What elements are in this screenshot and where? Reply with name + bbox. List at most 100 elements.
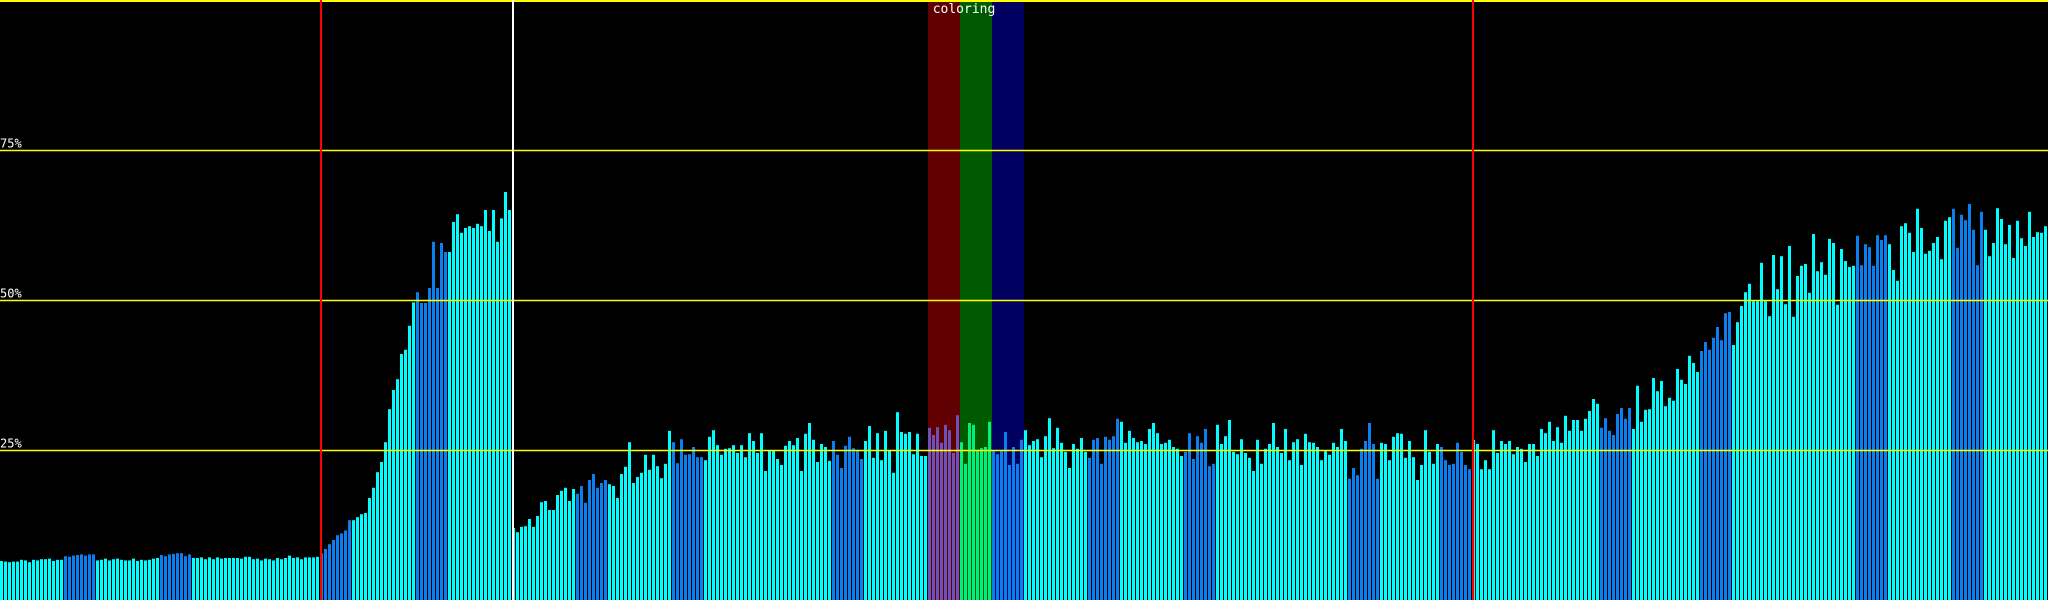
bar-320 (1280, 453, 1283, 600)
bar-463 (1852, 265, 1855, 600)
bar-177 (708, 436, 711, 600)
bar-509 (2036, 232, 2039, 600)
bar-216 (864, 441, 867, 600)
bar-480 (1920, 228, 1923, 600)
bar-396 (1584, 418, 1587, 600)
bar-250 (1000, 451, 1003, 600)
bar-105 (420, 303, 423, 600)
bar-75 (300, 559, 303, 600)
bar-326 (1304, 433, 1307, 600)
bar-164 (656, 466, 659, 600)
gridlines (0, 0, 2048, 452)
bar-256 (1024, 430, 1027, 600)
bar-493 (1972, 229, 1975, 600)
bar-198 (792, 445, 795, 600)
bar-68 (272, 560, 275, 600)
bar-364 (1456, 442, 1459, 600)
bar-111 (444, 252, 447, 600)
bar-309 (1236, 454, 1239, 600)
bar-390 (1560, 442, 1563, 600)
bar-142 (568, 501, 571, 600)
bar-283 (1132, 438, 1135, 600)
bar-148 (592, 474, 595, 600)
bar-446 (1784, 304, 1787, 600)
bar-472 (1888, 244, 1891, 600)
bar-277 (1108, 439, 1111, 600)
bar-417 (1668, 397, 1671, 600)
bar-276 (1104, 436, 1107, 600)
bar-295 (1180, 456, 1183, 600)
bar-286 (1144, 444, 1147, 600)
marker-lines (320, 0, 1474, 600)
bar-420 (1680, 379, 1683, 600)
bar-263 (1052, 448, 1055, 600)
bar-397 (1588, 411, 1591, 600)
bar-346 (1384, 444, 1387, 600)
bar-49 (196, 558, 199, 600)
bar-20 (80, 554, 83, 600)
bar-197 (788, 441, 791, 600)
bar-219 (876, 433, 879, 600)
bar-183 (732, 445, 735, 600)
bar-269 (1076, 448, 1079, 600)
bar-262 (1048, 418, 1051, 600)
bar-399 (1596, 403, 1599, 600)
bar-299 (1196, 436, 1199, 600)
bar-395 (1580, 430, 1583, 600)
bar-123 (492, 210, 495, 600)
bar-156 (624, 466, 627, 600)
bar-249 (996, 454, 999, 600)
bar-431 (1724, 313, 1727, 600)
bar-379 (1516, 447, 1519, 600)
bar-499 (1996, 208, 1999, 600)
bar-340 (1360, 448, 1363, 600)
bar-5 (20, 559, 23, 600)
bar-508 (2032, 237, 2035, 600)
bar-369 (1476, 444, 1479, 600)
bar-97 (388, 409, 391, 600)
bar-241 (964, 463, 967, 600)
bar-144 (576, 493, 579, 600)
bar-303 (1212, 463, 1215, 600)
bar-474 (1896, 280, 1899, 600)
bar-270 (1080, 438, 1083, 600)
bar-374 (1496, 453, 1499, 600)
bar-117 (468, 226, 471, 600)
bar-430 (1720, 340, 1723, 600)
bar-345 (1380, 442, 1383, 600)
bar-477 (1908, 232, 1911, 600)
bar-245 (980, 448, 983, 600)
bar-485 (1940, 259, 1943, 600)
bar-355 (1420, 465, 1423, 600)
bar-206 (824, 447, 827, 600)
bar-217 (868, 426, 871, 600)
bar-404 (1616, 414, 1619, 600)
bar-199 (796, 438, 799, 600)
y-tick-label-75: 75% (0, 137, 22, 151)
bar-362 (1448, 465, 1451, 600)
bar-350 (1400, 433, 1403, 600)
bar-469 (1876, 235, 1879, 600)
bar-94 (376, 472, 379, 600)
bar-3 (12, 561, 15, 600)
bar-351 (1404, 457, 1407, 600)
bar-81 (324, 549, 327, 600)
bar-193 (772, 450, 775, 600)
bar-378 (1512, 454, 1515, 600)
bar-79 (316, 556, 319, 600)
y-tick-label-50: 50% (0, 287, 22, 301)
bar-24 (96, 560, 99, 600)
bar-35 (140, 559, 143, 600)
bar-74 (296, 557, 299, 600)
bar-172 (688, 454, 691, 600)
bar-421 (1684, 384, 1687, 600)
bar-254 (1016, 463, 1019, 600)
bar-77 (308, 557, 311, 600)
bar-385 (1540, 429, 1543, 600)
bar-307 (1228, 420, 1231, 600)
bar-127 (508, 210, 511, 600)
bar-113 (452, 222, 455, 600)
bar-65 (260, 560, 263, 600)
bar-155 (620, 474, 623, 600)
